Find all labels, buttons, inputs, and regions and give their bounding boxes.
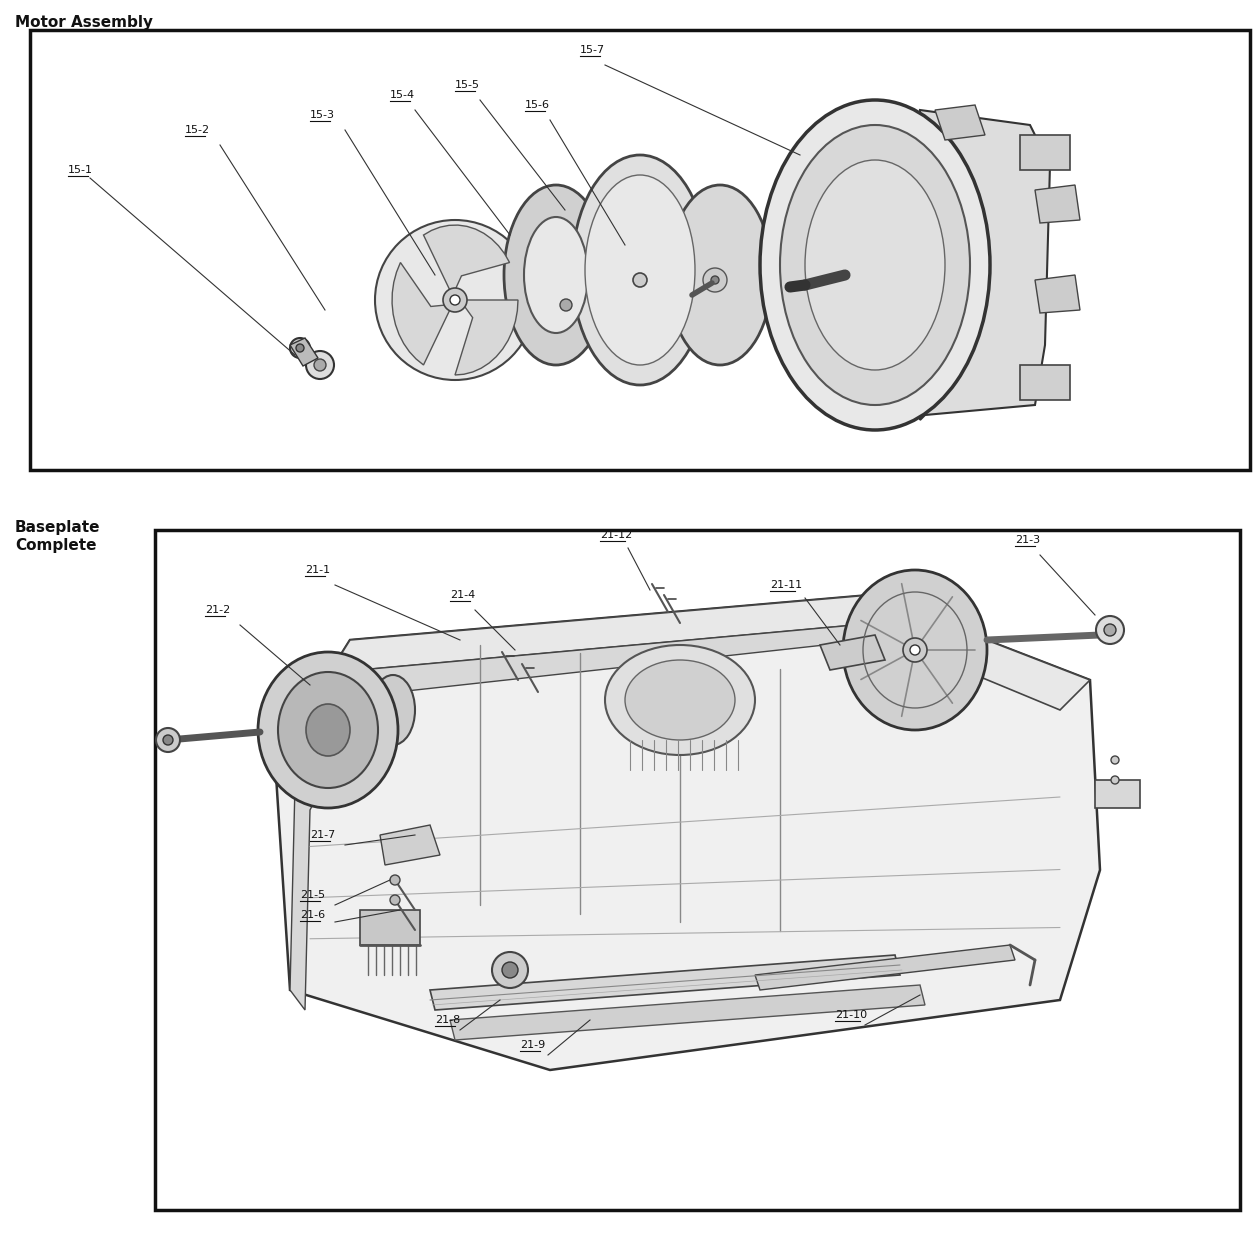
Circle shape [633,273,646,287]
Circle shape [711,277,719,284]
Ellipse shape [843,569,987,730]
Circle shape [296,344,304,353]
Bar [1021,135,1070,169]
Bar [155,530,1240,1210]
Text: 21-10: 21-10 [835,1011,867,1020]
Text: 15-3: 15-3 [310,110,335,120]
Polygon shape [290,338,318,366]
Bar [1095,780,1140,807]
Polygon shape [275,596,1090,785]
Ellipse shape [585,174,696,365]
Ellipse shape [278,672,378,787]
Text: 15-4: 15-4 [391,90,415,100]
Circle shape [156,728,180,753]
Polygon shape [1034,184,1080,223]
Text: 21-9: 21-9 [520,1040,546,1050]
Polygon shape [392,263,452,365]
Polygon shape [455,300,518,375]
Ellipse shape [668,184,772,365]
Circle shape [444,288,467,312]
Polygon shape [275,596,1100,1070]
Circle shape [1104,624,1116,635]
Polygon shape [1034,275,1080,313]
Text: 15-5: 15-5 [455,80,480,90]
Text: 21-7: 21-7 [310,830,335,840]
Text: 21-3: 21-3 [1016,535,1040,545]
Text: 15-6: 15-6 [525,100,551,110]
Circle shape [703,268,727,292]
Ellipse shape [760,100,990,430]
Polygon shape [290,625,869,1011]
Polygon shape [381,825,440,865]
Ellipse shape [524,217,588,333]
Ellipse shape [572,155,708,385]
Polygon shape [430,954,900,1011]
Circle shape [375,221,536,380]
Text: 21-4: 21-4 [450,591,475,601]
Ellipse shape [258,652,398,807]
Text: 21-11: 21-11 [770,579,803,591]
Polygon shape [755,944,1016,991]
Circle shape [1111,756,1119,764]
Circle shape [1096,616,1124,644]
Text: 21-8: 21-8 [435,1015,460,1025]
Bar [30,30,1250,470]
Text: 21-2: 21-2 [205,606,231,616]
Circle shape [559,299,572,312]
Text: Motor Assembly: Motor Assembly [15,15,152,30]
Circle shape [163,735,173,745]
Ellipse shape [625,660,735,740]
Circle shape [290,338,310,358]
Text: Baseplate: Baseplate [15,520,101,535]
Polygon shape [935,105,985,140]
Text: 21-5: 21-5 [300,890,325,900]
Circle shape [306,351,334,379]
Polygon shape [423,226,509,295]
Text: 21-12: 21-12 [600,530,633,540]
Circle shape [903,638,927,662]
Text: 21-6: 21-6 [300,910,325,920]
Polygon shape [820,635,885,670]
Circle shape [391,895,399,905]
Text: 15-2: 15-2 [185,125,210,135]
Ellipse shape [504,184,609,365]
Circle shape [910,645,920,655]
Bar [1021,365,1070,400]
Text: 15-1: 15-1 [68,164,93,174]
Circle shape [1111,776,1119,784]
Text: Complete: Complete [15,538,97,553]
Circle shape [450,295,460,305]
Ellipse shape [605,645,755,755]
Circle shape [501,962,518,978]
Text: 21-1: 21-1 [305,564,330,574]
Circle shape [391,875,399,885]
Ellipse shape [306,704,350,756]
Circle shape [314,359,326,371]
Polygon shape [360,910,420,944]
Text: 15-7: 15-7 [580,45,605,55]
Polygon shape [920,110,1050,420]
Circle shape [491,952,528,988]
Ellipse shape [805,159,945,370]
Polygon shape [450,986,925,1040]
Ellipse shape [780,125,970,405]
Ellipse shape [370,675,415,745]
